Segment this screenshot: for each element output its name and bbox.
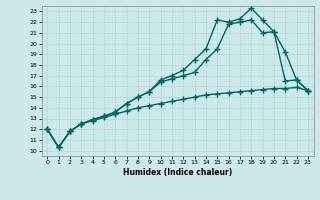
X-axis label: Humidex (Indice chaleur): Humidex (Indice chaleur) bbox=[123, 168, 232, 177]
